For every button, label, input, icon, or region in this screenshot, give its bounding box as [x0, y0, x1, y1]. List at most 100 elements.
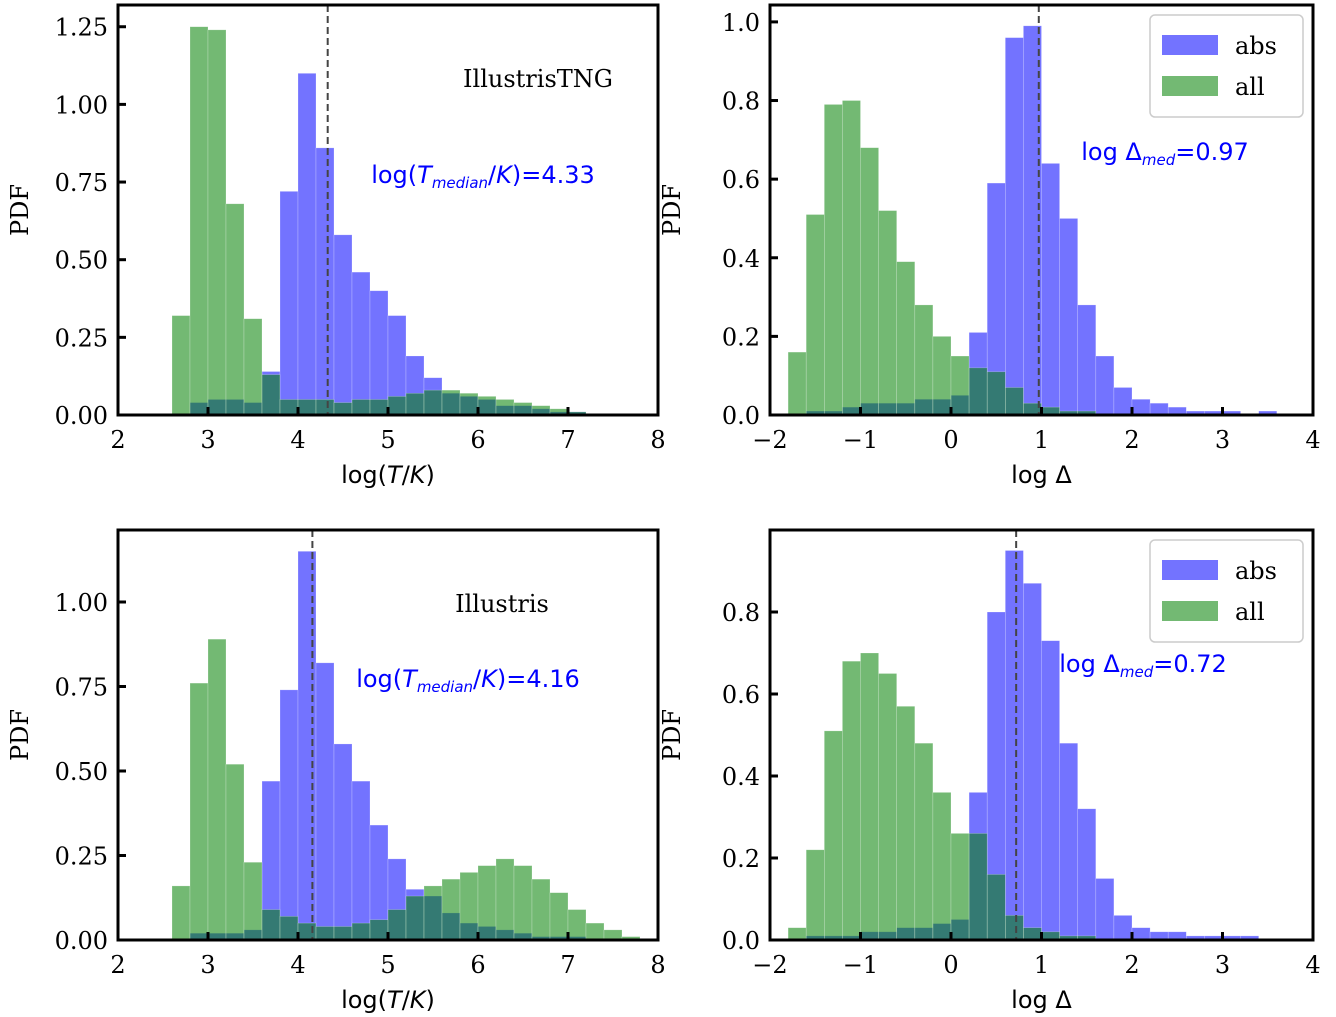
y-tick-label: 0.8 [722, 599, 760, 627]
histogram-bar [860, 147, 879, 416]
histogram-bar [950, 833, 970, 941]
histogram-bar [787, 351, 807, 416]
x-tick-label: −1 [843, 951, 878, 979]
histogram-bar [387, 396, 407, 416]
histogram-bar [333, 926, 353, 941]
text-part: )=4.33 [512, 161, 595, 189]
histogram-bar [878, 673, 897, 941]
histogram-bar [297, 399, 317, 416]
histogram-bar [459, 872, 479, 941]
histogram-bar [1004, 387, 1024, 416]
x-tick-label: 2 [110, 951, 125, 979]
histogram-bar [405, 895, 425, 941]
histogram-bar [1113, 915, 1133, 941]
histogram-bar [243, 318, 263, 416]
text-part: T [387, 986, 404, 1014]
histogram-bar [315, 662, 335, 941]
y-tick-label: 0.0 [722, 927, 760, 955]
panel: −2 −1 0 1 2 3 4 0.0 0.2 0.4 0.6 0.8 1.0 log Δ PDF log Δ… [658, 3, 1321, 489]
histogram-bar [968, 367, 988, 416]
x-tick-label: 6 [470, 951, 485, 979]
legend-label: all [1235, 598, 1265, 626]
text-part: ) [426, 461, 435, 489]
histogram-bar [441, 389, 461, 416]
histogram-bar [207, 29, 227, 416]
text-part: med [1142, 151, 1176, 169]
y-tick-label: 1.25 [55, 14, 108, 42]
histogram-bar [805, 214, 825, 416]
legend-label: abs [1235, 557, 1277, 585]
histogram-bar [1004, 550, 1024, 941]
histogram-bar [495, 399, 515, 416]
x-tick-label: 7 [560, 951, 575, 979]
y-tick-label: 0.4 [722, 245, 760, 273]
x-tick-label: 0 [943, 951, 958, 979]
histogram-bar [1059, 742, 1078, 941]
y-tick-label: 1.00 [55, 91, 108, 119]
histogram-bar [1023, 927, 1042, 941]
histogram-bar [603, 929, 623, 941]
y-tick-label: 0.25 [55, 324, 108, 352]
histogram-bar [513, 402, 533, 416]
histogram-bar [1023, 582, 1042, 941]
y-axis-label: PDF [658, 184, 686, 236]
text-part: / [402, 461, 411, 489]
y-tick-label: 0.50 [55, 247, 108, 275]
text-part: log Δ [1081, 138, 1142, 166]
histogram-bar [351, 780, 371, 941]
x-tick-label: 3 [1215, 951, 1230, 979]
median-label: log(Tmedian/K)=4.33 [371, 161, 595, 192]
histogram-bar [351, 922, 371, 941]
text-part: K [410, 461, 428, 489]
histogram-bar [369, 399, 389, 416]
x-axis-label: log(T/K) [341, 986, 435, 1014]
text-part: log( [341, 461, 387, 489]
histogram-bar [950, 355, 970, 416]
histogram-bar [1004, 37, 1024, 416]
annotation: IllustrisTNG [463, 65, 613, 93]
histogram-bar [1041, 163, 1060, 416]
text-part: log( [356, 665, 402, 693]
y-tick-label: 0.00 [55, 402, 108, 430]
histogram-bar [225, 203, 245, 416]
histogram-bar [932, 336, 952, 416]
histogram-bar [986, 371, 1006, 416]
histogram-bar [1077, 304, 1097, 416]
text-part: K [496, 161, 514, 189]
histogram-bar [986, 874, 1006, 941]
y-tick-label: 0.00 [55, 927, 108, 955]
histogram-bar [805, 849, 825, 941]
histogram-bar [477, 865, 497, 941]
text-part: log( [371, 161, 417, 189]
histogram-bar [896, 705, 916, 941]
histogram-bar [171, 315, 191, 416]
histogram-bar [1095, 878, 1115, 941]
legend-swatch [1162, 601, 1218, 621]
text-part: T [417, 161, 434, 189]
histogram-bar [333, 402, 353, 416]
text-part: / [473, 665, 482, 693]
x-tick-label: 2 [1124, 951, 1139, 979]
legend-box [1149, 14, 1304, 118]
histogram-bar [225, 763, 245, 941]
x-tick-label: −2 [752, 951, 787, 979]
x-tick-label: −1 [843, 426, 878, 454]
legend-swatch [1162, 35, 1218, 55]
text-part: )=4.16 [497, 665, 580, 693]
y-tick-label: 0.6 [722, 681, 760, 709]
x-tick-label: 3 [1215, 426, 1230, 454]
panel: 2 3 4 5 6 7 80.000.250.500.751.00log(T/K)PDFIl… [6, 528, 666, 1014]
legend-swatch [1162, 76, 1218, 96]
y-tick-label: 0.75 [55, 169, 108, 197]
histogram-bar [860, 652, 879, 941]
x-axis-label: log Δ [1011, 986, 1072, 1014]
histogram-bar [261, 909, 281, 941]
histogram-bar [1004, 915, 1024, 941]
histogram-bar [549, 892, 569, 941]
y-tick-label: 0.2 [722, 845, 760, 873]
histogram-bar [1095, 355, 1115, 416]
x-tick-label: 6 [470, 426, 485, 454]
y-tick-label: 0.2 [722, 323, 760, 351]
x-tick-label: −2 [752, 426, 787, 454]
